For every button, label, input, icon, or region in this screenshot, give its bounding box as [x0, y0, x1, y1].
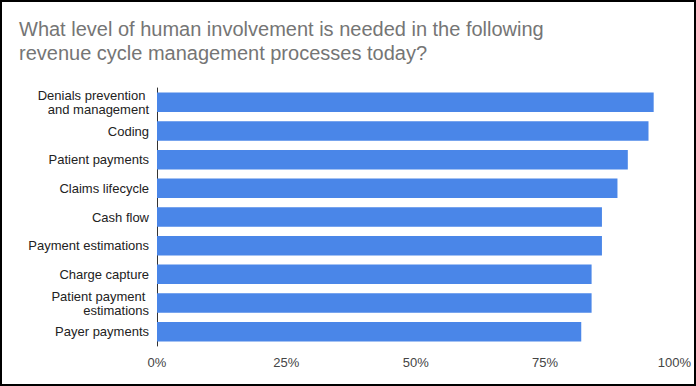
svg-text:50%: 50% [403, 355, 429, 370]
svg-text:Denials prevention: Denials prevention [38, 88, 149, 103]
svg-text:Cash flow: Cash flow [92, 210, 150, 225]
svg-text:Patient payment: Patient payment [51, 289, 149, 304]
svg-text:Patient payments: Patient payments [49, 152, 150, 167]
svg-text:estimations: estimations [83, 303, 149, 318]
svg-text:25%: 25% [273, 355, 299, 370]
svg-text:Payer payments: Payer payments [55, 324, 149, 339]
svg-text:Coding: Coding [108, 124, 149, 139]
svg-text:Charge capture: Charge capture [59, 267, 149, 282]
svg-text:revenue cycle management proce: revenue cycle management processes today… [19, 42, 427, 64]
svg-text:100%: 100% [658, 355, 692, 370]
svg-text:Payment estimations: Payment estimations [28, 238, 149, 253]
svg-text:and management: and management [48, 102, 150, 117]
svg-text:0%: 0% [148, 355, 167, 370]
svg-text:Claims lifecycle: Claims lifecycle [59, 181, 149, 196]
svg-text:75%: 75% [532, 355, 558, 370]
svg-text:What level of human involvemen: What level of human involvement is neede… [19, 18, 549, 40]
